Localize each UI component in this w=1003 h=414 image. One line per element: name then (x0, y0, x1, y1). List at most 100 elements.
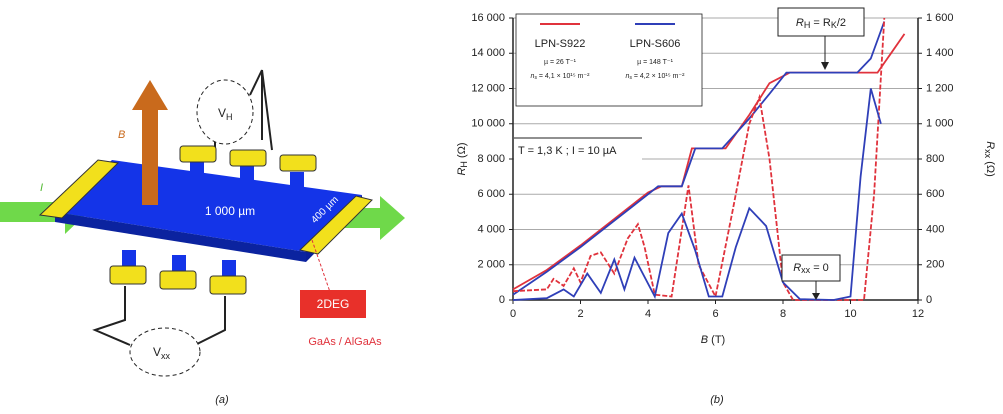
x-tick-label: 8 (780, 308, 786, 320)
y-tick-label: 10 000 (471, 118, 505, 130)
legend-label: LPN-S922 (535, 38, 586, 50)
length-label: 1 000 µm (205, 204, 255, 218)
conditions: T = 1,3 K ; I = 10 µA (518, 145, 617, 157)
x-tick-label: 0 (510, 308, 516, 320)
unit: (T) (708, 334, 725, 346)
y2-tick-label: 200 (926, 259, 944, 271)
y2-tick-label: 1 000 (926, 118, 954, 130)
y2-tick-label: 800 (926, 153, 944, 165)
symbol: V (218, 106, 226, 120)
symbol: R (984, 141, 996, 149)
plateau-box (777, 7, 865, 37)
x-tick-label: 4 (645, 308, 651, 320)
y2-tick-label: 1 200 (926, 82, 954, 94)
pointer (311, 239, 331, 293)
material-label: GaAs / AlGaAs (308, 336, 382, 348)
legend-note: µ = 26 T⁻¹ (544, 59, 577, 66)
equals: = R (810, 17, 831, 29)
y2-tick-label: 0 (926, 294, 932, 306)
plateau-label: RH = RK/2 (796, 17, 846, 30)
y-tick-label: 4 000 (477, 223, 505, 235)
legend-note: µ = 148 T⁻¹ (637, 59, 673, 66)
wire (92, 286, 131, 346)
subscript: s (534, 75, 537, 81)
y2-tick-label: 1 600 (926, 12, 954, 24)
y-tick-label: 0 (499, 294, 505, 306)
rxx-curve (512, 17, 886, 301)
symbol: R (456, 168, 468, 176)
wire (261, 69, 273, 151)
arrowhead (812, 293, 820, 300)
legend-note: ns = 4,2 × 10¹⁵ m⁻² (626, 73, 686, 81)
arrowhead (821, 62, 829, 70)
wire (194, 296, 226, 346)
symbol: n (626, 73, 630, 80)
symbol: V (153, 345, 161, 359)
x-tick-label: 10 (844, 308, 856, 320)
legend-box (515, 13, 703, 107)
y-axis-label: RH (Ω) (456, 142, 469, 175)
hall-bar-diagram: VH Vxx B I 1 000 µm 400 µm 2DEG GaAs / A… (0, 69, 405, 406)
rest: /2 (837, 17, 846, 29)
layer-label: 2DEG (317, 297, 350, 311)
hall-bar (55, 160, 362, 252)
legend-note: ns = 4,1 × 10¹⁵ m⁻² (531, 73, 591, 81)
field-arrow (132, 80, 168, 205)
rest: = 0 (810, 262, 829, 274)
subscript: H (226, 112, 233, 122)
contacts-top (179, 145, 317, 172)
y-tick-label: 8 000 (477, 153, 505, 165)
x-tick-label: 2 (577, 308, 583, 320)
y2-tick-label: 600 (926, 188, 944, 200)
subscript: xx (161, 351, 171, 361)
y-tick-label: 12 000 (471, 82, 505, 94)
voltmeter (129, 327, 201, 377)
annotations: LPN-S922 LPN-S606 µ = 26 T⁻¹ µ = 148 T⁻¹… (514, 7, 865, 300)
subscript: xx (801, 265, 811, 275)
x-tick-label: 12 (912, 308, 924, 320)
subscript: xx (983, 149, 993, 159)
subscript: s (629, 75, 632, 81)
wire (249, 69, 263, 96)
symbol: R (793, 262, 801, 274)
symbol: n (531, 73, 535, 80)
zero-box (781, 254, 841, 282)
legend-label: LPN-S606 (630, 38, 681, 50)
contact (298, 195, 373, 255)
unit: (Ω) (456, 142, 468, 161)
y-tick-label: 16 000 (471, 12, 505, 24)
symbol: R (796, 17, 804, 29)
hall-voltage: VH (218, 106, 233, 122)
voltmeter (196, 79, 254, 145)
rest: = 4,2 × 10¹⁵ m⁻² (632, 73, 685, 80)
longitudinal-voltage: Vxx (153, 345, 171, 361)
current-label: I (40, 182, 43, 194)
rest: = 4,1 × 10¹⁵ m⁻² (537, 73, 590, 80)
subscript: K (831, 20, 837, 30)
y2-tick-label: 400 (926, 223, 944, 235)
y-tick-label: 14 000 (471, 47, 505, 59)
x-tick-label: 6 (712, 308, 718, 320)
field-label: B (118, 129, 125, 141)
layer-box (300, 290, 366, 318)
subscript: H (459, 161, 469, 168)
arms-top (190, 160, 304, 190)
rxx-curve (512, 88, 882, 301)
panel-label: (a) (215, 394, 229, 406)
y2-axis-label: Rxx (Ω) (983, 141, 996, 177)
symbol: B (701, 334, 708, 346)
zero-label: Rxx = 0 (793, 262, 829, 275)
hall-bar-front (55, 212, 306, 262)
panel-label: (b) (710, 394, 724, 406)
y2-tick-label: 1 400 (926, 47, 954, 59)
y-tick-label: 2 000 (477, 259, 505, 271)
y-tick-label: 6 000 (477, 188, 505, 200)
conditions-box (514, 138, 642, 162)
x-axis-label: B (T) (701, 334, 725, 346)
unit: (Ω) (984, 158, 996, 177)
current-arrow (345, 196, 405, 240)
contacts-bottom (109, 265, 247, 295)
arms-bottom (122, 250, 236, 280)
